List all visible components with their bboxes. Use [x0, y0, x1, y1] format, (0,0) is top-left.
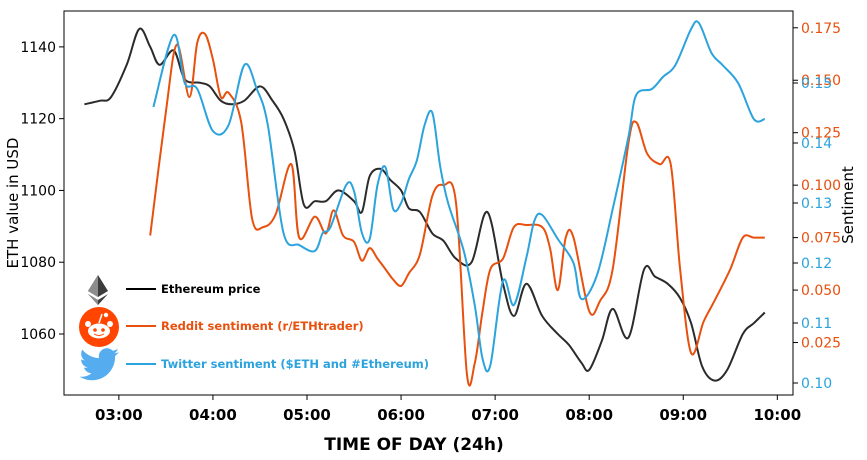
x-tick-label: 04:00: [189, 406, 237, 424]
right-axis-ticks: 0.025 0.050 0.075 0.100 0.125 0.150 0.175 0.10 0…: [793, 21, 841, 392]
legend-label-reddit: Reddit sentiment (r/ETHtrader): [161, 319, 364, 333]
reddit-logo-icon: [79, 307, 119, 347]
y-left-tick-label: 1080: [20, 255, 56, 271]
ethereum-price-line: [84, 27, 766, 382]
y-right-tick-label-twitter: 0.10: [801, 376, 832, 392]
y-right-tick-label-reddit: 0.075: [801, 231, 841, 247]
legend: Ethereum price Reddit sentiment (r/ETHtr…: [79, 275, 429, 381]
y-left-tick-label: 1100: [20, 183, 56, 199]
x-tick-label: 08:00: [565, 406, 613, 424]
y-left-tick-label: 1120: [20, 112, 56, 128]
y-right-tick-label-reddit: 0.050: [801, 283, 841, 299]
y-left-tick-label: 1060: [20, 327, 56, 343]
y-right-tick-label-twitter: 0.11: [801, 316, 832, 332]
x-tick-label: 10:00: [753, 406, 801, 424]
x-tick-label: 07:00: [471, 406, 519, 424]
y-right-tick-label-twitter: 0.12: [801, 256, 832, 272]
twitter-sentiment-line: [152, 20, 766, 373]
twitter-logo-icon: [79, 348, 120, 381]
plot-frame: [63, 10, 794, 396]
x-axis-ticks: 03:00 04:00 05:00 06:00 07:00 08:00 09:00 10:00: [95, 395, 801, 424]
legend-label-twitter: Twitter sentiment ($ETH and #Ethereum): [161, 357, 429, 371]
y-right-tick-label-reddit: 0.150: [801, 73, 841, 89]
y-axis-left-label: ETH value in USD: [4, 138, 22, 269]
y-right-tick-label-twitter: 0.14: [801, 136, 832, 152]
y-right-tick-label-reddit: 0.175: [801, 21, 841, 37]
x-tick-label: 05:00: [283, 406, 331, 424]
y-right-tick-label-reddit: 0.125: [801, 126, 841, 142]
x-axis-label: TIME OF DAY (24h): [324, 435, 504, 455]
y-left-tick-label: 1140: [20, 40, 56, 56]
ethereum-logo-icon: [88, 275, 108, 305]
y-right-tick-label-reddit: 0.025: [801, 336, 841, 352]
x-tick-label: 09:00: [659, 406, 707, 424]
x-tick-label: 06:00: [377, 406, 425, 424]
legend-label-ethereum: Ethereum price: [161, 282, 261, 296]
y-axis-right-label: Sentiment: [839, 166, 857, 244]
left-axis-ticks: 1060 1080 1100 1120 1140: [20, 40, 64, 343]
reddit-sentiment-line: [149, 31, 765, 387]
x-tick-label: 03:00: [95, 406, 143, 424]
series-layer: [84, 20, 766, 387]
y-right-tick-label-reddit: 0.100: [801, 178, 841, 194]
y-right-tick-label-twitter: 0.15: [801, 76, 832, 92]
y-right-tick-label-twitter: 0.13: [801, 196, 832, 212]
